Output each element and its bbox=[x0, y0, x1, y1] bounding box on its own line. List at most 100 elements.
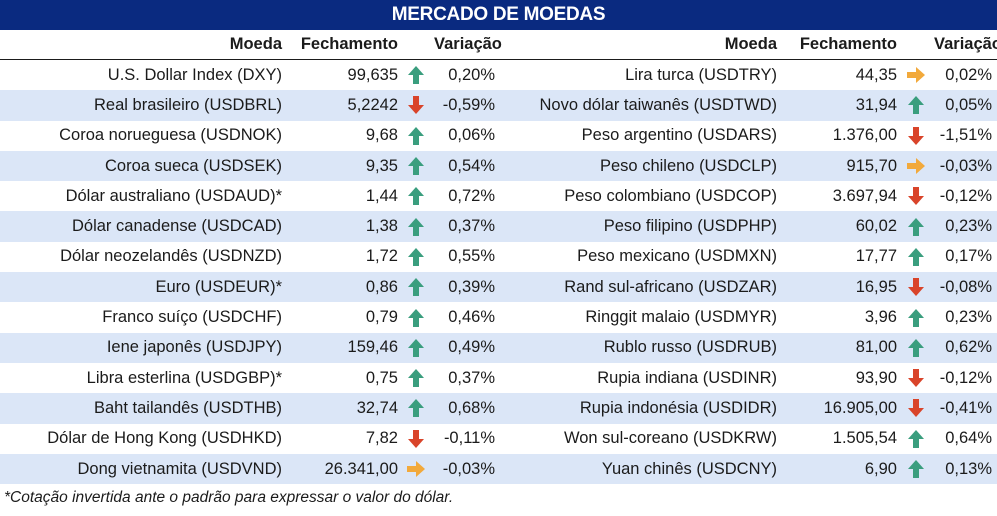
closing-value: 44,35 bbox=[855, 65, 897, 84]
closing-value: 915,70 bbox=[846, 156, 897, 175]
currency-name: Libra esterlina (USDGBP)* bbox=[86, 368, 282, 387]
closing-value: 9,68 bbox=[365, 126, 398, 145]
header-moeda: Moeda bbox=[724, 35, 777, 53]
currency-name: Peso mexicano (USDMXN) bbox=[577, 247, 777, 266]
change-value: -1,51% bbox=[939, 126, 992, 145]
change-value: 0,23% bbox=[945, 308, 992, 327]
currency-name: Won sul-coreano (USDKRW) bbox=[563, 429, 777, 448]
currency-name: Dólar canadense (USDCAD) bbox=[72, 217, 282, 236]
table-row: Dólar australiano (USDAUD)* 1,44 0,72% bbox=[0, 181, 499, 211]
currency-name: Coroa norueguesa (USDNOK) bbox=[59, 126, 282, 145]
arrow-down-icon bbox=[897, 186, 934, 206]
table-row: Iene japonês (USDJPY) 159,46 0,49% bbox=[0, 332, 499, 363]
table-row: Lira turca (USDTRY) 44,35 0,02% bbox=[499, 60, 997, 90]
closing-value: 5,2242 bbox=[347, 95, 398, 114]
arrow-up-icon bbox=[398, 398, 434, 418]
table-row: Dólar de Hong Kong (USDHKD) 7,82 -0,11% bbox=[0, 424, 499, 454]
change-value: 0,72% bbox=[448, 186, 495, 205]
table-row: Peso filipino (USDPHP) 60,02 0,23% bbox=[499, 211, 997, 242]
table-row: Peso argentino (USDARS) 1.376,00 -1,51% bbox=[499, 121, 997, 151]
arrow-up-icon bbox=[897, 95, 934, 115]
change-value: -0,11% bbox=[443, 429, 495, 448]
change-value: 0,05% bbox=[945, 95, 992, 114]
header-row: Moeda Fechamento Variação bbox=[0, 30, 502, 60]
table-row: Dólar neozelandês (USDNZD) 1,72 0,55% bbox=[0, 242, 499, 272]
currency-name: Rupia indiana (USDINR) bbox=[597, 368, 777, 387]
table-row: U.S. Dollar Index (DXY) 99,635 0,20% bbox=[0, 60, 499, 90]
change-value: -0,59% bbox=[442, 95, 495, 114]
change-value: 0,55% bbox=[448, 247, 495, 266]
currency-name: Ringgit malaio (USDMYR) bbox=[585, 308, 777, 327]
change-value: 0,64% bbox=[945, 429, 992, 448]
closing-value: 93,90 bbox=[855, 368, 897, 387]
closing-value: 0,75 bbox=[365, 368, 398, 387]
arrow-right-icon bbox=[897, 65, 934, 85]
change-value: 0,37% bbox=[448, 217, 495, 236]
closing-value: 31,94 bbox=[855, 95, 897, 114]
closing-value: 1,44 bbox=[365, 186, 398, 205]
currency-name: Franco suíço (USDCHF) bbox=[102, 308, 282, 327]
arrow-right-icon bbox=[398, 459, 434, 479]
arrow-down-icon bbox=[897, 277, 934, 297]
table-row: Yuan chinês (USDCNY) 6,90 0,13% bbox=[499, 453, 997, 485]
header-fechamento: Fechamento bbox=[300, 35, 398, 53]
table-row: Dólar canadense (USDCAD) 1,38 0,37% bbox=[0, 211, 499, 242]
currency-name: Dólar neozelandês (USDNZD) bbox=[60, 247, 282, 266]
arrow-up-icon bbox=[897, 338, 934, 358]
arrow-up-icon bbox=[897, 217, 934, 237]
closing-value: 1,38 bbox=[365, 217, 398, 236]
change-value: 0,06% bbox=[448, 126, 495, 145]
currency-name: Rupia indonésia (USDIDR) bbox=[579, 398, 777, 417]
currency-name: Novo dólar taiwanês (USDTWD) bbox=[539, 95, 777, 114]
arrow-up-icon bbox=[897, 247, 934, 267]
currency-name: Peso argentino (USDARS) bbox=[581, 126, 777, 145]
currency-name: Lira turca (USDTRY) bbox=[625, 65, 777, 84]
arrow-up-icon bbox=[398, 217, 434, 237]
arrow-up-icon bbox=[398, 126, 434, 146]
footnote: *Cotação invertida ante o padrão para ex… bbox=[4, 489, 454, 506]
arrow-right-icon bbox=[897, 156, 934, 176]
currency-name: Peso filipino (USDPHP) bbox=[603, 217, 777, 236]
page-title: MERCADO DE MOEDAS bbox=[0, 0, 997, 30]
arrow-up-icon bbox=[897, 429, 934, 449]
table-row: Won sul-coreano (USDKRW) 1.505,54 0,64% bbox=[499, 424, 997, 454]
change-value: 0,39% bbox=[448, 277, 495, 296]
change-value: 0,17% bbox=[945, 247, 992, 266]
table-row: Real brasileiro (USDBRL) 5,2242 -0,59% bbox=[0, 90, 499, 121]
change-value: -0,08% bbox=[939, 277, 992, 296]
arrow-up-icon bbox=[398, 338, 434, 358]
table-row: Euro (USDEUR)* 0,86 0,39% bbox=[0, 272, 499, 303]
currency-name: Dólar de Hong Kong (USDHKD) bbox=[47, 429, 282, 448]
closing-value: 1.376,00 bbox=[832, 126, 897, 145]
table-row: Coroa sueca (USDSEK) 9,35 0,54% bbox=[0, 150, 499, 182]
currency-name: Yuan chinês (USDCNY) bbox=[601, 459, 777, 478]
arrow-down-icon bbox=[398, 429, 434, 449]
change-value: 0,02% bbox=[945, 65, 992, 84]
currency-name: Iene japonês (USDJPY) bbox=[106, 338, 282, 357]
change-value: 0,46% bbox=[448, 308, 495, 327]
currency-name: Coroa sueca (USDSEK) bbox=[105, 156, 282, 175]
closing-value: 159,46 bbox=[347, 338, 398, 357]
table-row: Rupia indiana (USDINR) 93,90 -0,12% bbox=[499, 363, 997, 393]
closing-value: 16,95 bbox=[855, 277, 897, 296]
closing-value: 0,79 bbox=[365, 308, 398, 327]
change-value: 0,62% bbox=[945, 338, 992, 357]
table-row: Peso mexicano (USDMXN) 17,77 0,17% bbox=[499, 242, 997, 272]
closing-value: 32,74 bbox=[356, 398, 398, 417]
left-table: Moeda Fechamento Variação U.S. Dollar In… bbox=[0, 30, 502, 485]
closing-value: 0,86 bbox=[365, 277, 398, 296]
change-value: 0,54% bbox=[448, 156, 495, 175]
closing-value: 81,00 bbox=[855, 338, 897, 357]
closing-value: 17,77 bbox=[855, 247, 897, 266]
change-value: 0,68% bbox=[448, 398, 495, 417]
table-row: Peso colombiano (USDCOP) 3.697,94 -0,12% bbox=[499, 181, 997, 211]
closing-value: 16.905,00 bbox=[823, 398, 897, 417]
table-row: Baht tailandês (USDTHB) 32,74 0,68% bbox=[0, 393, 499, 424]
change-value: -0,12% bbox=[939, 186, 992, 205]
change-value: 0,13% bbox=[945, 459, 992, 478]
currency-name: Euro (USDEUR)* bbox=[155, 277, 282, 296]
header-moeda: Moeda bbox=[229, 35, 282, 53]
closing-value: 60,02 bbox=[855, 217, 897, 236]
currency-name: Dong vietnamita (USDVND) bbox=[77, 459, 282, 478]
closing-value: 99,635 bbox=[347, 65, 398, 84]
